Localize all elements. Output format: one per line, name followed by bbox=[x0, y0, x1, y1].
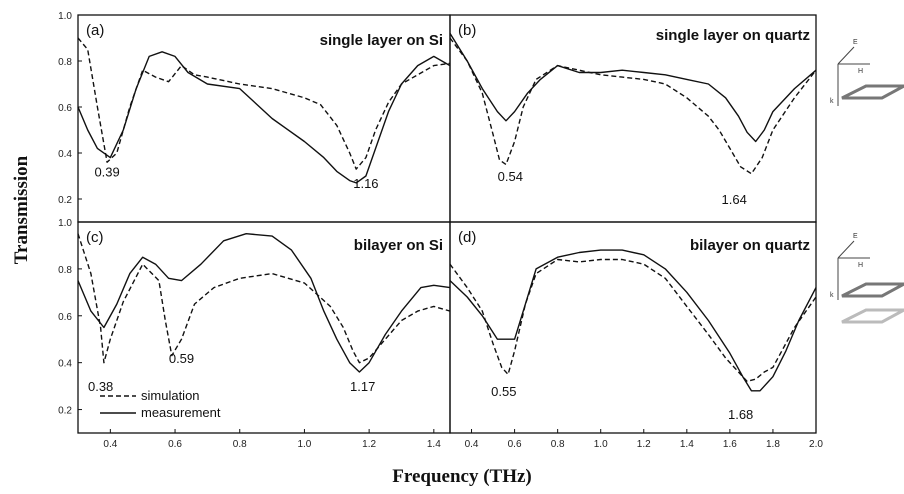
dip-label: 0.55 bbox=[491, 384, 516, 399]
tick-labels: 1.0 0.8 0.6 0.4 0.2 1.0 0.8 0.6 0.4 0.2 0.4 0.6 0.8 1… bbox=[58, 11, 823, 450]
x-tick-label: 0.8 bbox=[551, 439, 565, 450]
inset-top-layer-plate bbox=[841, 282, 904, 298]
x-tick-label: 0.6 bbox=[168, 439, 182, 450]
inset-h-label: H bbox=[858, 262, 863, 269]
x-tick-label: 1.2 bbox=[362, 439, 376, 450]
x-tick-label: 1.0 bbox=[594, 439, 608, 450]
x-tick-label: 0.6 bbox=[508, 439, 522, 450]
inset-bilayer: E H k bbox=[830, 233, 904, 324]
dip-label: 1.17 bbox=[350, 379, 375, 394]
panel-text: (a) single layer on Si 0.39 1.16 (b) single l… bbox=[86, 22, 810, 422]
x-tick-label: 0.4 bbox=[103, 439, 117, 450]
series-lines bbox=[77, 33, 817, 392]
panel-d-title: bilayer on quartz bbox=[690, 237, 810, 254]
dip-label: 0.54 bbox=[498, 169, 523, 184]
y-tick-label: 0.8 bbox=[58, 57, 72, 68]
dip-label: 1.16 bbox=[353, 176, 378, 191]
panel-b-frame bbox=[449, 14, 817, 223]
panel-d-letter: (d) bbox=[458, 229, 476, 246]
panel-a-title: single layer on Si bbox=[320, 32, 443, 49]
series-measurement-line-b bbox=[449, 33, 817, 143]
y-tick-label: 0.2 bbox=[58, 195, 72, 206]
inset-e-label: E bbox=[853, 233, 858, 240]
dip-label: 0.39 bbox=[94, 164, 119, 179]
series-measurement-line-c bbox=[77, 233, 451, 373]
x-tick-label: 1.6 bbox=[723, 439, 737, 450]
x-tick-label: 1.4 bbox=[680, 439, 694, 450]
dip-label: 0.38 bbox=[88, 379, 113, 394]
inset-e-label: E bbox=[853, 39, 858, 46]
dip-label: 1.64 bbox=[722, 192, 747, 207]
axis-e-arrow bbox=[837, 46, 855, 65]
series-simulation-line-d bbox=[449, 258, 817, 383]
panel-b-title: single layer on quartz bbox=[656, 27, 810, 44]
x-tick-label: 1.0 bbox=[297, 439, 311, 450]
inset-layer-plate bbox=[841, 84, 904, 100]
legend-simulation-label: simulation bbox=[141, 388, 200, 403]
panel-a-letter: (a) bbox=[86, 22, 104, 39]
x-tick-label: 1.2 bbox=[637, 439, 651, 450]
x-tick-label: 2.0 bbox=[809, 439, 823, 450]
x-tick-label: 1.8 bbox=[766, 439, 780, 450]
x-tick-label: 1.4 bbox=[427, 439, 441, 450]
y-tick-label: 1.0 bbox=[58, 11, 72, 22]
y-tick-label: 1.0 bbox=[58, 218, 72, 229]
y-tick-label: 0.4 bbox=[58, 359, 72, 370]
inset-bottom-layer-plate bbox=[841, 308, 904, 324]
panel-c-title: bilayer on Si bbox=[354, 237, 443, 254]
panel-c-letter: (c) bbox=[86, 229, 104, 246]
series-measurement-line-d bbox=[449, 249, 817, 392]
axis-e-arrow bbox=[837, 240, 855, 259]
y-tick-label: 0.6 bbox=[58, 312, 72, 323]
y-tick-label: 0.4 bbox=[58, 149, 72, 160]
dip-label: 0.59 bbox=[169, 351, 194, 366]
legend-measurement-label: measurement bbox=[141, 405, 221, 420]
series-simulation-line-c bbox=[77, 233, 451, 364]
y-tick-label: 0.2 bbox=[58, 406, 72, 417]
inset-single-layer: E H k bbox=[830, 39, 904, 106]
x-tick-label: 0.8 bbox=[233, 439, 247, 450]
panel-grid bbox=[77, 14, 817, 434]
series-measurement-line-a bbox=[77, 51, 451, 184]
inset-k-label: k bbox=[830, 292, 834, 299]
y-tick-label: 0.8 bbox=[58, 265, 72, 276]
panel-b-letter: (b) bbox=[458, 22, 476, 39]
inset-h-label: H bbox=[858, 68, 863, 75]
inset-k-label: k bbox=[830, 98, 834, 105]
series-simulation-line-a bbox=[77, 37, 451, 170]
y-axis-label: Transmission bbox=[11, 155, 32, 264]
x-tick-label: 0.4 bbox=[465, 439, 479, 450]
dip-label: 1.68 bbox=[728, 407, 753, 422]
x-axis-label: Frequency (THz) bbox=[392, 466, 532, 487]
panel-d-frame bbox=[449, 221, 817, 434]
y-tick-label: 0.6 bbox=[58, 103, 72, 114]
series-simulation-line-b bbox=[449, 37, 817, 175]
legend: simulation measurement bbox=[100, 388, 221, 420]
